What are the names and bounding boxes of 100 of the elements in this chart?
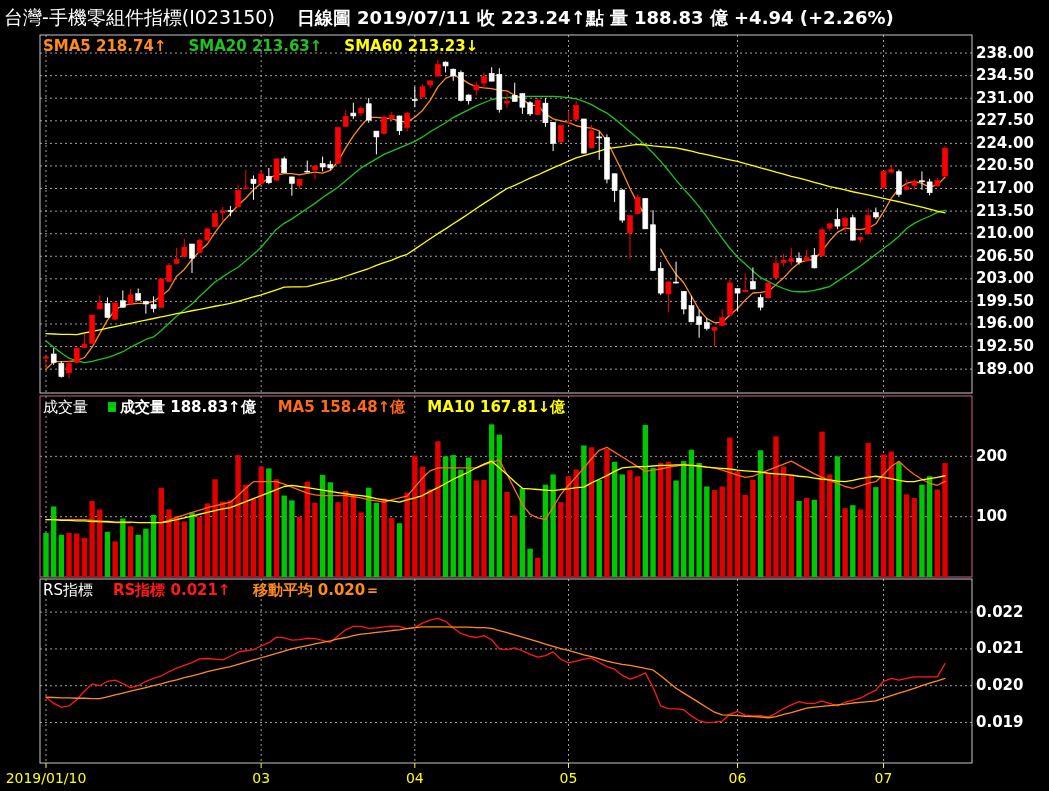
bar	[120, 518, 126, 577]
bar	[942, 463, 948, 577]
bar	[465, 457, 472, 577]
bar	[842, 508, 848, 577]
bar	[273, 479, 280, 577]
y-tick-label: 224.00	[976, 133, 1034, 152]
bar	[442, 456, 449, 577]
candlestick	[627, 215, 633, 260]
candlestick	[588, 124, 595, 150]
bar	[827, 474, 833, 577]
bar	[550, 474, 556, 577]
y-tick-label: 100	[976, 507, 1008, 526]
bar	[926, 476, 933, 577]
bar	[158, 487, 164, 577]
bar	[719, 486, 725, 577]
bar	[811, 499, 818, 577]
bar	[66, 532, 72, 577]
bar	[258, 466, 264, 577]
x-tick-label: 03	[252, 770, 271, 786]
bar	[488, 424, 495, 577]
candlestick	[289, 176, 295, 197]
chart-subtitle: 日線圖 2019/07/11 收 223.24↑點 量 188.83 億 +4.94 (+2.26%)	[296, 7, 894, 28]
bar	[865, 443, 871, 577]
candlestick	[365, 97, 372, 124]
bar	[281, 495, 287, 577]
bar	[535, 557, 541, 577]
candlestick	[412, 86, 418, 108]
bar	[788, 474, 795, 577]
bar	[181, 521, 188, 577]
bar	[658, 462, 664, 577]
bar	[634, 476, 641, 577]
bar	[366, 487, 372, 577]
candlestick	[711, 326, 718, 348]
bar	[196, 516, 203, 577]
text: SMA20 213.63↑	[188, 37, 323, 55]
candlestick	[273, 158, 280, 182]
bar	[166, 509, 172, 577]
chart-title: 成交量	[43, 398, 88, 416]
bar	[335, 502, 341, 577]
candlestick	[504, 92, 510, 109]
y-tick-label: 238.00	[976, 43, 1034, 62]
bar	[803, 497, 810, 577]
candlestick	[896, 169, 902, 198]
candlestick	[865, 207, 871, 235]
bar	[243, 484, 249, 577]
bar	[734, 471, 741, 577]
candlestick	[242, 169, 249, 190]
bar	[127, 526, 134, 577]
y-tick-label: 231.00	[976, 88, 1034, 107]
y-tick-label: 220.50	[976, 156, 1034, 175]
text: RS指標 0.021↑	[112, 581, 231, 599]
bar	[850, 505, 856, 577]
bar	[673, 480, 679, 577]
bar	[588, 447, 595, 577]
bar	[97, 509, 103, 577]
bar	[696, 462, 702, 577]
bar	[358, 512, 364, 577]
bar	[404, 492, 410, 577]
bar	[919, 484, 925, 577]
candlestick	[104, 297, 111, 319]
y-tick-label: 234.50	[976, 66, 1034, 85]
bar	[903, 494, 910, 577]
x-tick-label: 06	[728, 770, 747, 786]
bar	[604, 449, 610, 577]
y-tick-label: 210.00	[976, 224, 1034, 243]
bar	[319, 475, 326, 577]
y-tick-label: 213.50	[976, 201, 1034, 220]
bar	[396, 523, 403, 577]
bar	[43, 532, 49, 577]
bar	[81, 537, 88, 577]
bar	[350, 494, 357, 577]
bar	[650, 467, 656, 577]
bar	[481, 479, 487, 577]
candlestick	[43, 356, 49, 370]
x-tick-label: 07	[874, 770, 893, 786]
bar	[327, 482, 333, 577]
candlestick	[396, 115, 403, 136]
candlestick	[189, 243, 195, 274]
bar	[704, 486, 710, 577]
y-tick-label: 196.00	[976, 314, 1034, 333]
candlestick	[811, 247, 818, 270]
candlestick	[373, 130, 380, 155]
bar	[819, 431, 825, 577]
bar	[581, 445, 587, 577]
bar	[880, 454, 887, 577]
bar	[780, 466, 787, 577]
bar	[681, 461, 687, 577]
bar	[527, 548, 533, 577]
bar	[512, 515, 518, 577]
bar	[189, 512, 195, 577]
bar	[435, 441, 441, 577]
bar	[857, 509, 864, 577]
candlestick	[673, 261, 679, 284]
bar	[342, 490, 349, 577]
y-tick-label: 0.022	[976, 602, 1024, 621]
bar	[711, 490, 718, 577]
bar	[750, 479, 756, 577]
text: SMA60 213.23↓	[344, 37, 479, 55]
y-tick-label: 189.00	[976, 359, 1034, 378]
bar	[888, 451, 894, 577]
